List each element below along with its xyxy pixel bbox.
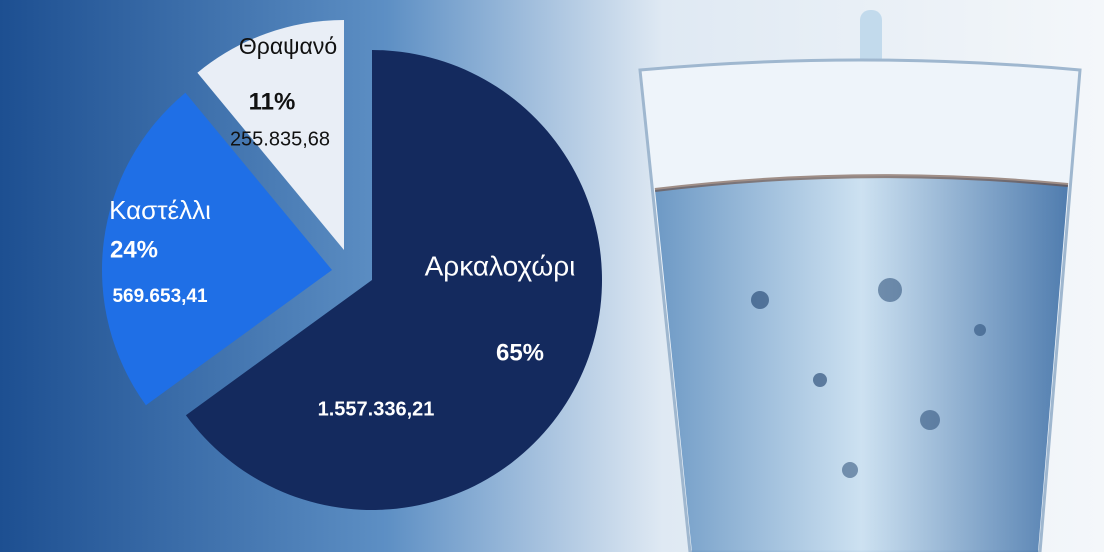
slice-label: Αρκαλοχώρι	[425, 250, 576, 281]
percent-label: 24%	[110, 236, 158, 263]
pie: Αρκαλοχώρι 65% 1.557.336,21 Καστέλλι 24% 569.…	[102, 20, 602, 510]
slice-label: Καστέλλι	[109, 195, 211, 225]
slice-label: Θραψανό	[239, 33, 337, 59]
pie-slice	[185, 50, 602, 510]
amount-label: 255.835,68	[230, 128, 330, 150]
amount-label: 569.653,41	[112, 286, 208, 307]
amount-label: 1.557.336,21	[318, 398, 435, 420]
pie-slice	[197, 20, 344, 250]
glass-illustration	[638, 10, 1082, 552]
percent-label: 65%	[496, 339, 544, 366]
pie-slice	[102, 92, 332, 406]
percent-label: 11%	[249, 88, 296, 115]
